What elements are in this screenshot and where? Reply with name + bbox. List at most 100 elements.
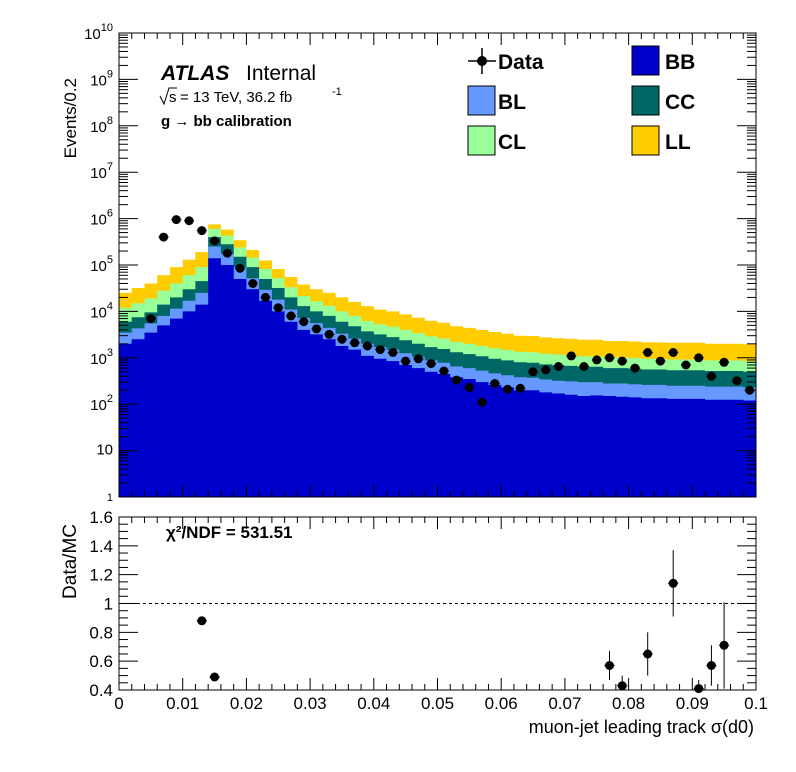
data-point: [566, 351, 577, 361]
stack-bb: [119, 258, 756, 497]
data-point: [438, 366, 449, 376]
legend-label-cl: CL: [498, 131, 526, 154]
legend-swatch-bl: [467, 85, 496, 116]
x-tick-label: 0.03: [294, 694, 327, 713]
energy-lumi-text: = 13 TeV, 36.2 fb: [180, 89, 292, 106]
bottom-axis-ticks: [118, 516, 757, 691]
legend-label-bb: BB: [665, 51, 695, 74]
sqrt-icon: [159, 87, 177, 106]
data-point: [579, 362, 589, 371]
sqrt-s-text: s: [169, 89, 177, 106]
legend: Data BB BL CC CL LL: [467, 45, 695, 156]
data-point: [617, 356, 628, 366]
data-point: [337, 334, 347, 344]
x-tick-label: 0.04: [357, 694, 390, 713]
data-point: [464, 382, 475, 392]
data-point: [145, 314, 156, 324]
y-tick-label: 108: [90, 115, 113, 136]
data-point: [286, 311, 296, 321]
atlas-internal-text: Internal: [246, 62, 316, 85]
chi2-label: χ²/NDF = 531.51: [166, 523, 292, 542]
data-point: [451, 375, 462, 385]
data-point: [235, 263, 245, 273]
data-point: [668, 348, 679, 357]
data-point: [642, 348, 653, 357]
ratio-point: [693, 679, 704, 694]
legend-swatch-cl: [467, 125, 496, 156]
top-y-tick-labels: 1 10 102 103 104 105 106 107 108 109 1010: [84, 22, 113, 504]
ratio-point: [668, 550, 679, 617]
data-point: [222, 248, 233, 258]
data-point: [209, 236, 220, 246]
legend-label-bl: BL: [498, 91, 526, 114]
y-tick-label: 0.4: [89, 681, 113, 700]
data-point: [260, 292, 271, 302]
y-tick-label: 106: [90, 208, 113, 229]
y-tick-label: 1.4: [89, 537, 113, 556]
y-tick-label: 107: [90, 161, 113, 182]
legend-swatch-ll: [631, 125, 660, 156]
legend-label-cc: CC: [665, 91, 695, 114]
data-point: [426, 359, 437, 369]
data-point: [719, 357, 730, 367]
legend-entry-ll: LL: [631, 125, 691, 156]
x-tick-label: 0.01: [166, 694, 199, 713]
x-tick-label: 0.07: [548, 694, 581, 713]
x-tick-label: 0.1: [744, 694, 768, 713]
data-point: [680, 360, 691, 370]
x-axis-label: muon-jet leading track σ(d0): [529, 717, 754, 737]
legend-entry-bb: BB: [631, 45, 695, 76]
data-point: [184, 216, 195, 226]
data-point: [387, 348, 398, 357]
data-point: [298, 317, 309, 327]
x-tick-label: 0.08: [612, 694, 645, 713]
bottom-panel: 0.4 0.6 0.8 1 1.2 1.4 1.6 0 0.01 0.02 0.03 0.04 0.0…: [60, 508, 768, 737]
data-point: [324, 329, 335, 339]
x-tick-label: 0.02: [230, 694, 263, 713]
x-tick-label: 0.06: [485, 694, 518, 713]
data-point: [196, 226, 207, 236]
data-point: [655, 356, 666, 366]
data-point: [630, 363, 640, 373]
data-points: [145, 215, 755, 407]
data-point: [540, 365, 551, 375]
data-point: [349, 338, 360, 348]
y-tick-label: 105: [90, 254, 113, 275]
legend-entry-bl: BL: [467, 85, 526, 116]
y-tick-label: 1.2: [89, 566, 113, 585]
bottom-y-axis-label: Data/MC: [60, 524, 81, 599]
data-point: [604, 353, 615, 363]
data-point: [489, 379, 500, 388]
lumi-exponent: -1: [332, 86, 342, 98]
bottom-x-tick-labels: 0 0.01 0.02 0.03 0.04 0.05 0.06 0.07 0.08 0.09 0.1: [114, 694, 768, 713]
data-point: [400, 356, 411, 366]
y-tick-label: 0.6: [89, 652, 113, 671]
y-tick-label: 104: [90, 300, 113, 321]
ratio-point: [706, 645, 717, 686]
data-point: [731, 376, 742, 386]
top-panel: 1 10 102 103 104 105 106 107 108 109 1010 Events/0…: [61, 22, 757, 504]
legend-swatch-bb: [631, 45, 660, 76]
data-point: [362, 341, 373, 351]
ratio-point: [209, 672, 220, 682]
data-point: [413, 354, 424, 364]
x-tick-label: 0: [114, 694, 123, 713]
ratio-point: [604, 651, 615, 680]
top-y-axis-label: Events/0.2: [61, 78, 80, 158]
y-tick-label: 103: [90, 347, 113, 368]
ratio-point: [642, 632, 653, 676]
y-tick-label: 0.8: [89, 623, 113, 642]
y-tick-label: 1: [104, 595, 113, 614]
y-tick-label: 1.6: [89, 508, 113, 527]
y-tick-label: 1010: [84, 22, 113, 43]
legend-label-data: Data: [498, 51, 544, 74]
data-point: [247, 279, 258, 288]
data-point: [477, 397, 488, 407]
legend-entry-cc: CC: [631, 85, 695, 116]
data-point: [375, 345, 386, 355]
ratio-point: [617, 675, 628, 691]
ratio-point: [196, 616, 207, 626]
x-tick-label: 0.05: [421, 694, 454, 713]
atlas-bold-text: ATLAS: [160, 62, 229, 85]
